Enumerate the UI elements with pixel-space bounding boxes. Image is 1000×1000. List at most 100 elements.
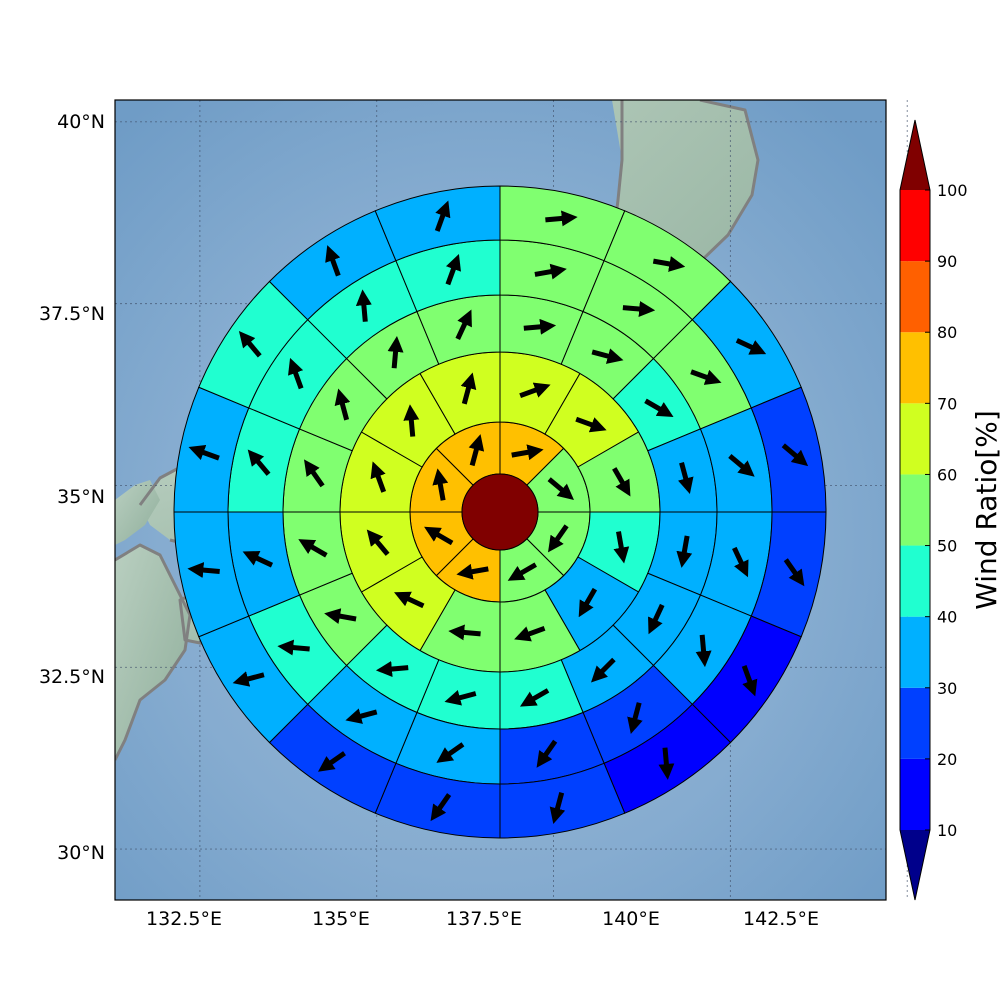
- wind-arrow: [188, 444, 220, 461]
- colorbar-label: Wind Ratio[%]: [970, 410, 1000, 610]
- wind-arrow: [549, 792, 566, 824]
- wind-arrow: [232, 671, 265, 687]
- wind-arrow: [658, 747, 675, 780]
- colorbar-band: [900, 190, 930, 262]
- colorbar-under-extension: [900, 830, 930, 900]
- wind-arrow: [370, 461, 387, 493]
- lon-tick-137-5: 137.5°E: [446, 908, 522, 930]
- colorbar-band: [900, 474, 930, 546]
- wind-arrow: [676, 535, 693, 568]
- colorbar-band: [900, 545, 930, 617]
- wind-arrow: [277, 639, 310, 656]
- wind-direction-arrows: [187, 200, 809, 824]
- wind-arrow: [238, 331, 262, 358]
- colorbar-tick-label: 70: [937, 394, 957, 413]
- colorbar-over-extension: [900, 120, 930, 190]
- wind-arrow: [325, 245, 341, 277]
- wind-arrow: [187, 562, 220, 579]
- colorbar-band: [900, 758, 930, 830]
- wind-arrow: [298, 539, 328, 558]
- wind-arrow: [735, 338, 767, 355]
- lat-tick-40: 40°N: [57, 111, 105, 133]
- wind-arrow: [732, 546, 749, 578]
- wind-arrow: [523, 318, 557, 335]
- wind-arrow: [575, 416, 607, 433]
- wind-arrow: [622, 301, 656, 317]
- lat-tick-labels: 40°N 37.5°N 35°N 32.5°N 30°N: [39, 111, 105, 864]
- lat-tick-35: 35°N: [57, 486, 105, 508]
- colorbar-tick-label: 10: [937, 821, 957, 840]
- wind-arrow: [288, 357, 304, 390]
- wind-arrow: [648, 603, 665, 635]
- wind-arrow: [534, 263, 567, 280]
- wind-arrow: [728, 454, 755, 477]
- colorbar-tick-label: 60: [937, 465, 957, 484]
- wind-arrow: [468, 434, 485, 467]
- wind-arrow: [644, 398, 674, 417]
- wind-arrow: [519, 688, 550, 707]
- wind-arrow: [578, 587, 598, 618]
- wind-arrow: [514, 625, 546, 642]
- wind-arrow: [511, 444, 544, 461]
- colorbar-band: [900, 332, 930, 404]
- wind-arrow: [444, 690, 477, 706]
- wind-arrow: [627, 702, 643, 735]
- land-honshu-north: [380, 100, 758, 470]
- wind-arrow: [434, 200, 451, 232]
- wind-arrow: [460, 372, 477, 405]
- wind-arrow: [781, 443, 809, 467]
- colorbar-tick-label: 50: [937, 537, 957, 556]
- wind-arrow: [317, 751, 346, 772]
- wind-arrow: [366, 529, 390, 556]
- colorbar-tick-label: 100: [937, 181, 968, 200]
- wind-arrow: [507, 562, 538, 581]
- wind-arrow: [783, 558, 805, 587]
- lat-tick-37-5: 37.5°N: [39, 303, 105, 325]
- wind-arrow: [448, 624, 481, 641]
- wind-arrow: [545, 210, 578, 227]
- wind-arrow: [324, 608, 357, 625]
- wind-arrow: [445, 253, 461, 286]
- wind-arrow: [695, 634, 712, 668]
- wind-arrow: [394, 591, 425, 609]
- colorbar-tick-label: 30: [937, 679, 957, 698]
- wind-arrow: [345, 708, 378, 724]
- wind-arrow: [334, 388, 351, 421]
- wind-arrow: [242, 551, 274, 568]
- colorbar-tick-label: 20: [937, 750, 957, 769]
- wind-arrow: [432, 468, 449, 501]
- wind-arrow: [455, 309, 472, 340]
- wind-arrow: [247, 449, 271, 476]
- map-frame: [114, 99, 887, 901]
- wind-arrow: [403, 404, 420, 437]
- lat-tick-30: 30°N: [57, 842, 105, 864]
- wind-arrow: [612, 467, 631, 497]
- lon-tick-labels: 132.5°E 135°E 137.5°E 140°E 142.5°E: [146, 908, 819, 930]
- wind-arrow: [591, 657, 616, 683]
- wind-arrow: [303, 459, 325, 488]
- wind-arrow: [547, 477, 574, 500]
- colorbar-tick-label: 80: [937, 323, 957, 342]
- wind-arrow: [591, 348, 624, 364]
- lon-tick-140: 140°E: [602, 908, 660, 930]
- wind-arrow: [387, 335, 404, 369]
- land-kyushu: [115, 545, 190, 760]
- wind-arrow: [536, 739, 558, 768]
- wind-arrow: [652, 256, 686, 272]
- lat-tick-32-5: 32.5°N: [39, 666, 105, 688]
- wind-arrow: [430, 793, 452, 822]
- colorbar: 10 20 30 40 50 60 70 80 90 100: [899, 119, 968, 901]
- colorbar-tick-label: 90: [937, 252, 957, 271]
- wind-arrow: [456, 563, 489, 580]
- wind-arrow: [741, 665, 758, 697]
- wind-arrow: [678, 462, 694, 494]
- lon-tick-135: 135°E: [312, 908, 370, 930]
- wind-arrow: [548, 524, 569, 553]
- wind-arrow: [613, 531, 630, 564]
- colorbar-band: [900, 616, 930, 688]
- land-chugoku-west: [115, 480, 160, 545]
- colorbar-tick-label: 40: [937, 608, 957, 627]
- wind-ratio-sectors: [173, 185, 827, 839]
- wind-arrow: [519, 382, 551, 399]
